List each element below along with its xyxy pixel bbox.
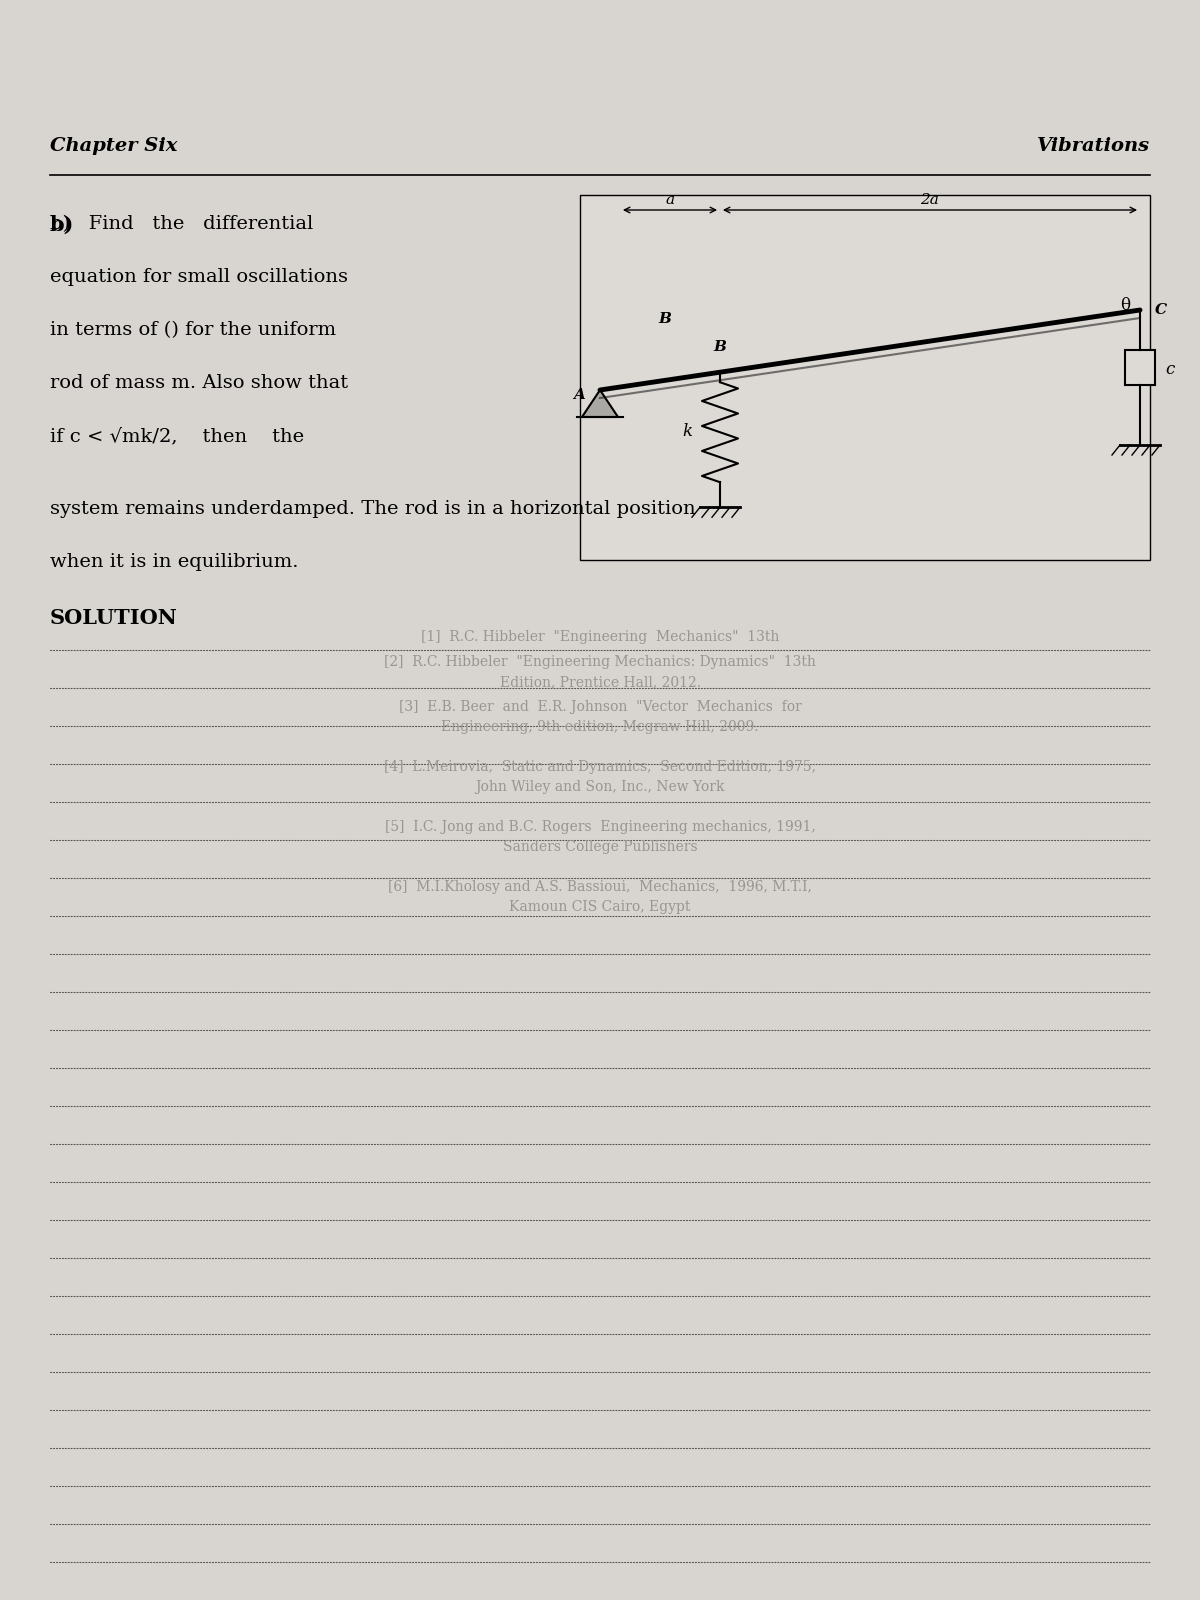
Text: rod of mass m. Also show that: rod of mass m. Also show that [50, 374, 348, 392]
Text: A: A [574, 387, 586, 402]
Text: 2a: 2a [920, 194, 940, 206]
Text: Chapter Six: Chapter Six [50, 138, 178, 155]
Text: equation for small oscillations: equation for small oscillations [50, 267, 348, 286]
Text: [2]  R.C. Hibbeler  "Engineering Mechanics: Dynamics"  13th: [2] R.C. Hibbeler "Engineering Mechanics… [384, 654, 816, 669]
Text: b)   Find   the   differential: b) Find the differential [50, 214, 313, 234]
Text: if c < √mk/2,    then    the: if c < √mk/2, then the [50, 427, 304, 445]
Text: Edition, Prentice Hall, 2012.: Edition, Prentice Hall, 2012. [499, 675, 701, 690]
Text: SOLUTION: SOLUTION [50, 608, 178, 627]
Text: [4]  L.Meirovia,  Static and Dynamics,  Second Edition, 1975,: [4] L.Meirovia, Static and Dynamics, Sec… [384, 760, 816, 774]
Text: a: a [666, 194, 674, 206]
Text: when it is in equilibrium.: when it is in equilibrium. [50, 554, 299, 571]
Text: Vibrations: Vibrations [1037, 138, 1150, 155]
Bar [1126, 350, 1154, 386]
Text: Kamoun CIS Cairo, Egypt: Kamoun CIS Cairo, Egypt [509, 899, 691, 914]
Text: system remains underdamped. The rod is in a horizontal position: system remains underdamped. The rod is i… [50, 499, 696, 518]
Polygon shape [582, 390, 618, 418]
Text: θ: θ [1120, 296, 1130, 314]
Text: Engineering, 9th edition, Mcgraw Hill, 2009.: Engineering, 9th edition, Mcgraw Hill, 2… [442, 720, 758, 734]
FancyBboxPatch shape [580, 195, 1150, 560]
Text: Sanders College Publishers: Sanders College Publishers [503, 840, 697, 854]
Text: [6]  M.I.Kholosy and A.S. Bassioui,  Mechanics,  1996, M.T.I,: [6] M.I.Kholosy and A.S. Bassioui, Mecha… [388, 880, 812, 894]
Text: B: B [714, 341, 726, 354]
Text: b): b) [50, 214, 74, 235]
Text: [5]  I.C. Jong and B.C. Rogers  Engineering mechanics, 1991,: [5] I.C. Jong and B.C. Rogers Engineerin… [385, 819, 815, 834]
Text: in terms of () for the uniform: in terms of () for the uniform [50, 322, 336, 339]
Text: John Wiley and Son, Inc., New York: John Wiley and Son, Inc., New York [475, 781, 725, 794]
Text: k: k [682, 424, 692, 440]
Text: C: C [1154, 302, 1168, 317]
Text: B: B [659, 312, 672, 326]
Text: c: c [1165, 362, 1175, 379]
Text: [1]  R.C. Hibbeler  "Engineering  Mechanics"  13th: [1] R.C. Hibbeler "Engineering Mechanics… [421, 630, 779, 643]
Text: [3]  E.B. Beer  and  E.R. Johnson  "Vector  Mechanics  for: [3] E.B. Beer and E.R. Johnson "Vector M… [398, 701, 802, 714]
